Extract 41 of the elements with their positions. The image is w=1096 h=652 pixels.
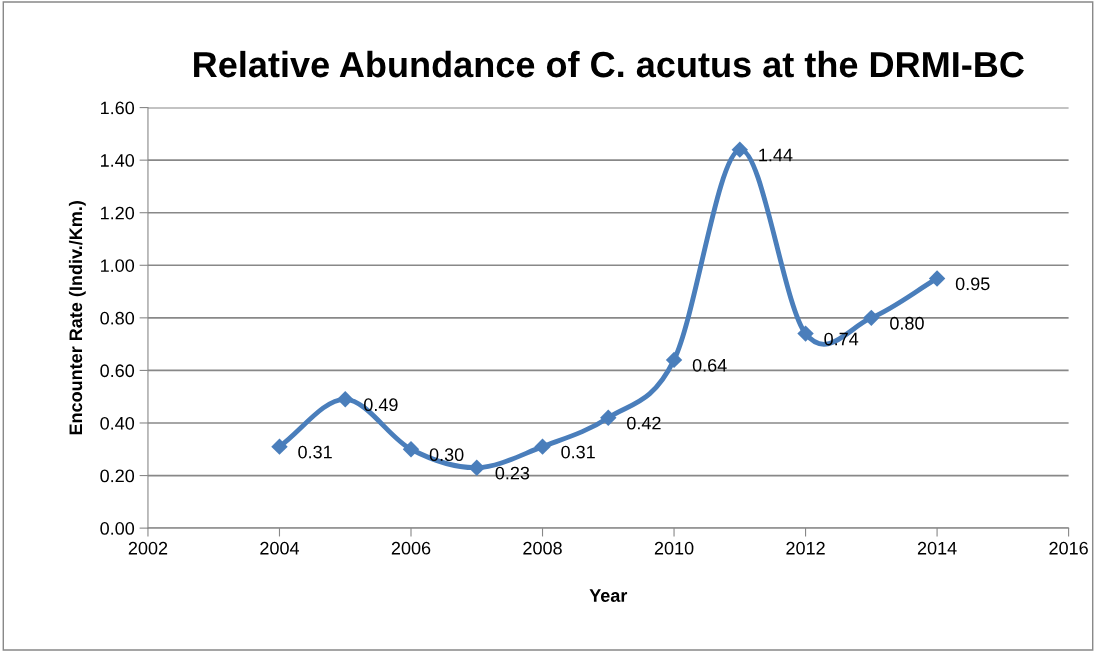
point [468,459,485,476]
point [402,441,420,458]
data-label: 0.64 [692,358,727,372]
x-tick-label: 2008 [523,541,562,555]
y-tick-label: 1.60 [101,101,135,115]
x-tick-label: 2016 [1049,541,1088,555]
x-tick-label: 2004 [260,541,300,555]
point [337,391,354,408]
data-label: 0.95 [955,277,990,291]
y-tick-label: 0.60 [100,364,135,378]
point [600,409,617,426]
chart-title: Relative Abundance of C. acutus at the DRMI-BC [194,50,1024,78]
y-tick-label: 0.40 [100,416,135,430]
point [797,325,814,342]
y-tick-label: 1.20 [101,206,135,220]
x-tick-label: 2006 [391,541,431,555]
data-label: 0.42 [627,416,661,430]
y-tick-label: 0.20 [100,469,135,483]
point [928,270,946,287]
data-label: 0.31 [561,445,595,459]
point [271,438,288,455]
x-tick-label: 2010 [654,541,694,555]
x-tick-label: 2014 [917,541,957,555]
data-label: 0.80 [890,316,924,330]
point [731,141,749,158]
y-tick-label: 1.40 [101,154,135,167]
y-axis-title: Encounter Rate (Indiv./Km.) [68,201,86,435]
y-tick-label: 0.00 [100,522,135,535]
point [863,309,880,327]
point [665,351,683,369]
x-tick-label: 2012 [786,541,825,555]
x-axis-title: Year [589,589,628,602]
y-tick-label: 1.00 [101,259,135,272]
data-label: 1.44 [759,148,793,162]
data-label: 0.49 [364,398,398,412]
y-tick-label: 0.80 [100,311,135,325]
data-label: 0.30 [429,448,464,462]
point [534,438,551,455]
x-tick-label: 2002 [128,541,168,555]
data-label: 0.23 [495,466,530,480]
data-label: 0.31 [298,445,332,459]
